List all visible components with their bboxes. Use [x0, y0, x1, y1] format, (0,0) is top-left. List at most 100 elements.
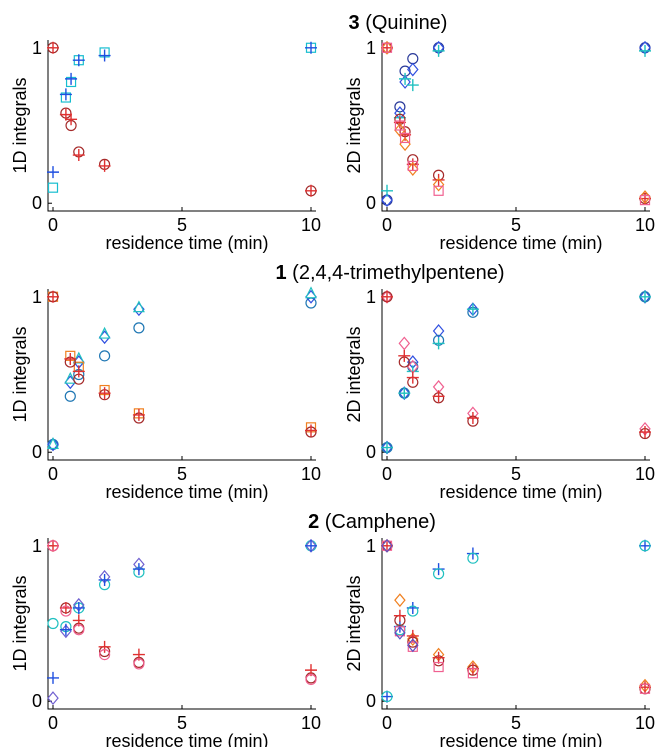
y-tick-label: 0 [32, 442, 42, 462]
data-point-diamond [639, 190, 651, 204]
series-2-plus [47, 539, 317, 684]
series-0-square [47, 42, 317, 193]
series-2-triangle [47, 286, 317, 450]
data-point-plus [432, 390, 445, 403]
data-point-plus [432, 44, 445, 57]
data-point-circle [47, 617, 59, 630]
data-point-plus [381, 441, 393, 454]
data-point-plus [47, 671, 59, 684]
series-6-diamond [381, 538, 419, 653]
data-point-plus [381, 184, 393, 197]
data-point-plus [406, 79, 419, 92]
x-tick-label: 0 [382, 464, 392, 484]
x-tick-label: 10 [301, 215, 321, 235]
data-point-diamond [399, 75, 411, 89]
data-point-plus [399, 72, 412, 85]
row-title-trimethylpentene: 1 (2,4,4-trimethylpentene) [275, 262, 504, 284]
y-tick-label: 1 [366, 287, 376, 307]
data-point-plus [47, 41, 59, 54]
series-1-diamond [47, 289, 317, 452]
y-tick-label: 0 [32, 691, 42, 711]
y-tick-label: 0 [366, 442, 376, 462]
series-3-circle [47, 540, 317, 684]
data-point-square [381, 42, 393, 53]
y-tick-label: 0 [366, 193, 376, 213]
data-point-plus [132, 408, 145, 421]
data-point-diamond [407, 162, 419, 176]
series-2-diamond [381, 538, 651, 693]
data-point-plus [132, 563, 145, 576]
data-point-plus [305, 424, 317, 437]
y-axis-label: 2D integrals [344, 326, 364, 422]
row-title-camphene-number: 2 [308, 511, 319, 533]
row-title-quinine-number: 3 [349, 12, 360, 34]
series-2-circle [47, 42, 317, 197]
data-point-plus [466, 412, 479, 425]
data-point-plus [59, 623, 72, 636]
data-point-circle [73, 624, 85, 636]
data-point-plus [98, 387, 111, 400]
data-point-plus [639, 44, 651, 57]
data-point-diamond [394, 593, 406, 608]
x-axis-label: residence time (min) [439, 731, 602, 747]
data-point-plus [639, 426, 651, 439]
data-point-circle [60, 605, 72, 617]
data-point-plus [98, 159, 111, 172]
x-tick-label: 10 [301, 464, 321, 484]
data-point-diamond [381, 193, 393, 208]
series-4-plus [47, 539, 317, 677]
data-point-circle [407, 605, 419, 617]
y-tick-label: 1 [32, 536, 42, 556]
series-5-diamond [381, 40, 651, 204]
data-point-plus [432, 337, 445, 350]
data-point-plus [47, 166, 59, 179]
data-point-plus [98, 573, 111, 586]
data-point-plus [98, 640, 111, 653]
data-point-square [399, 132, 411, 144]
series-4-plus [381, 539, 651, 694]
series-3-diamond [381, 289, 651, 436]
data-point-plus [64, 352, 77, 365]
data-point-diamond [47, 437, 59, 452]
data-point-plus [47, 539, 59, 552]
data-point-plus [98, 49, 111, 62]
data-point-square [639, 683, 651, 694]
data-point-circle [47, 540, 59, 552]
data-point-circle [381, 690, 393, 703]
series-2-plus [381, 290, 651, 454]
data-point-square [394, 120, 405, 131]
data-point-diamond [394, 625, 406, 640]
data-point-circle [639, 540, 651, 552]
x-tick-label: 5 [511, 713, 521, 733]
series-1-plus [47, 41, 317, 179]
data-point-plus [398, 349, 411, 362]
data-point-diamond [398, 386, 411, 401]
y-axis-label: 2D integrals [344, 575, 364, 671]
data-point-diamond [98, 330, 111, 345]
x-tick-label: 0 [48, 713, 58, 733]
data-point-square [433, 661, 444, 673]
x-tick-label: 0 [48, 464, 58, 484]
x-tick-label: 0 [48, 215, 58, 235]
axis-lines [47, 538, 316, 710]
data-point-plus [305, 539, 317, 552]
series-5-plus [47, 290, 317, 437]
x-tick-label: 5 [177, 215, 187, 235]
data-point-plus [72, 365, 85, 378]
data-point-diamond [407, 62, 419, 77]
data-point-diamond [305, 538, 317, 553]
panel-2-1d: 0 5 10 0 1 residence time (min) 1D integrals [10, 286, 321, 502]
panel-4-1d: 0 5 10 0 1 residence time (min) 1D integrals [10, 536, 321, 747]
series-1-diamond [47, 538, 317, 706]
y-tick-label: 1 [32, 287, 42, 307]
data-point-circle [305, 673, 317, 686]
data-point-plus [72, 601, 85, 614]
x-tick-label: 10 [635, 464, 655, 484]
series-3-square [47, 291, 317, 433]
data-point-triangle [132, 300, 145, 313]
y-tick-label: 0 [366, 691, 376, 711]
row-title-trimethylpentene-number: 1 [275, 262, 286, 284]
x-tick-label: 10 [301, 713, 321, 733]
series-0-diamond [381, 289, 651, 455]
